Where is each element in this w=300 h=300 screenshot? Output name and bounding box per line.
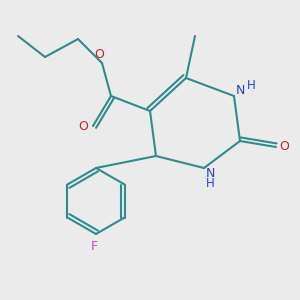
Text: N: N bbox=[206, 167, 215, 180]
Text: H: H bbox=[247, 79, 256, 92]
Text: O: O bbox=[280, 140, 289, 154]
Text: H: H bbox=[206, 177, 215, 190]
Text: F: F bbox=[91, 239, 98, 253]
Text: N: N bbox=[236, 84, 245, 97]
Text: O: O bbox=[95, 48, 104, 61]
Text: O: O bbox=[79, 119, 88, 133]
